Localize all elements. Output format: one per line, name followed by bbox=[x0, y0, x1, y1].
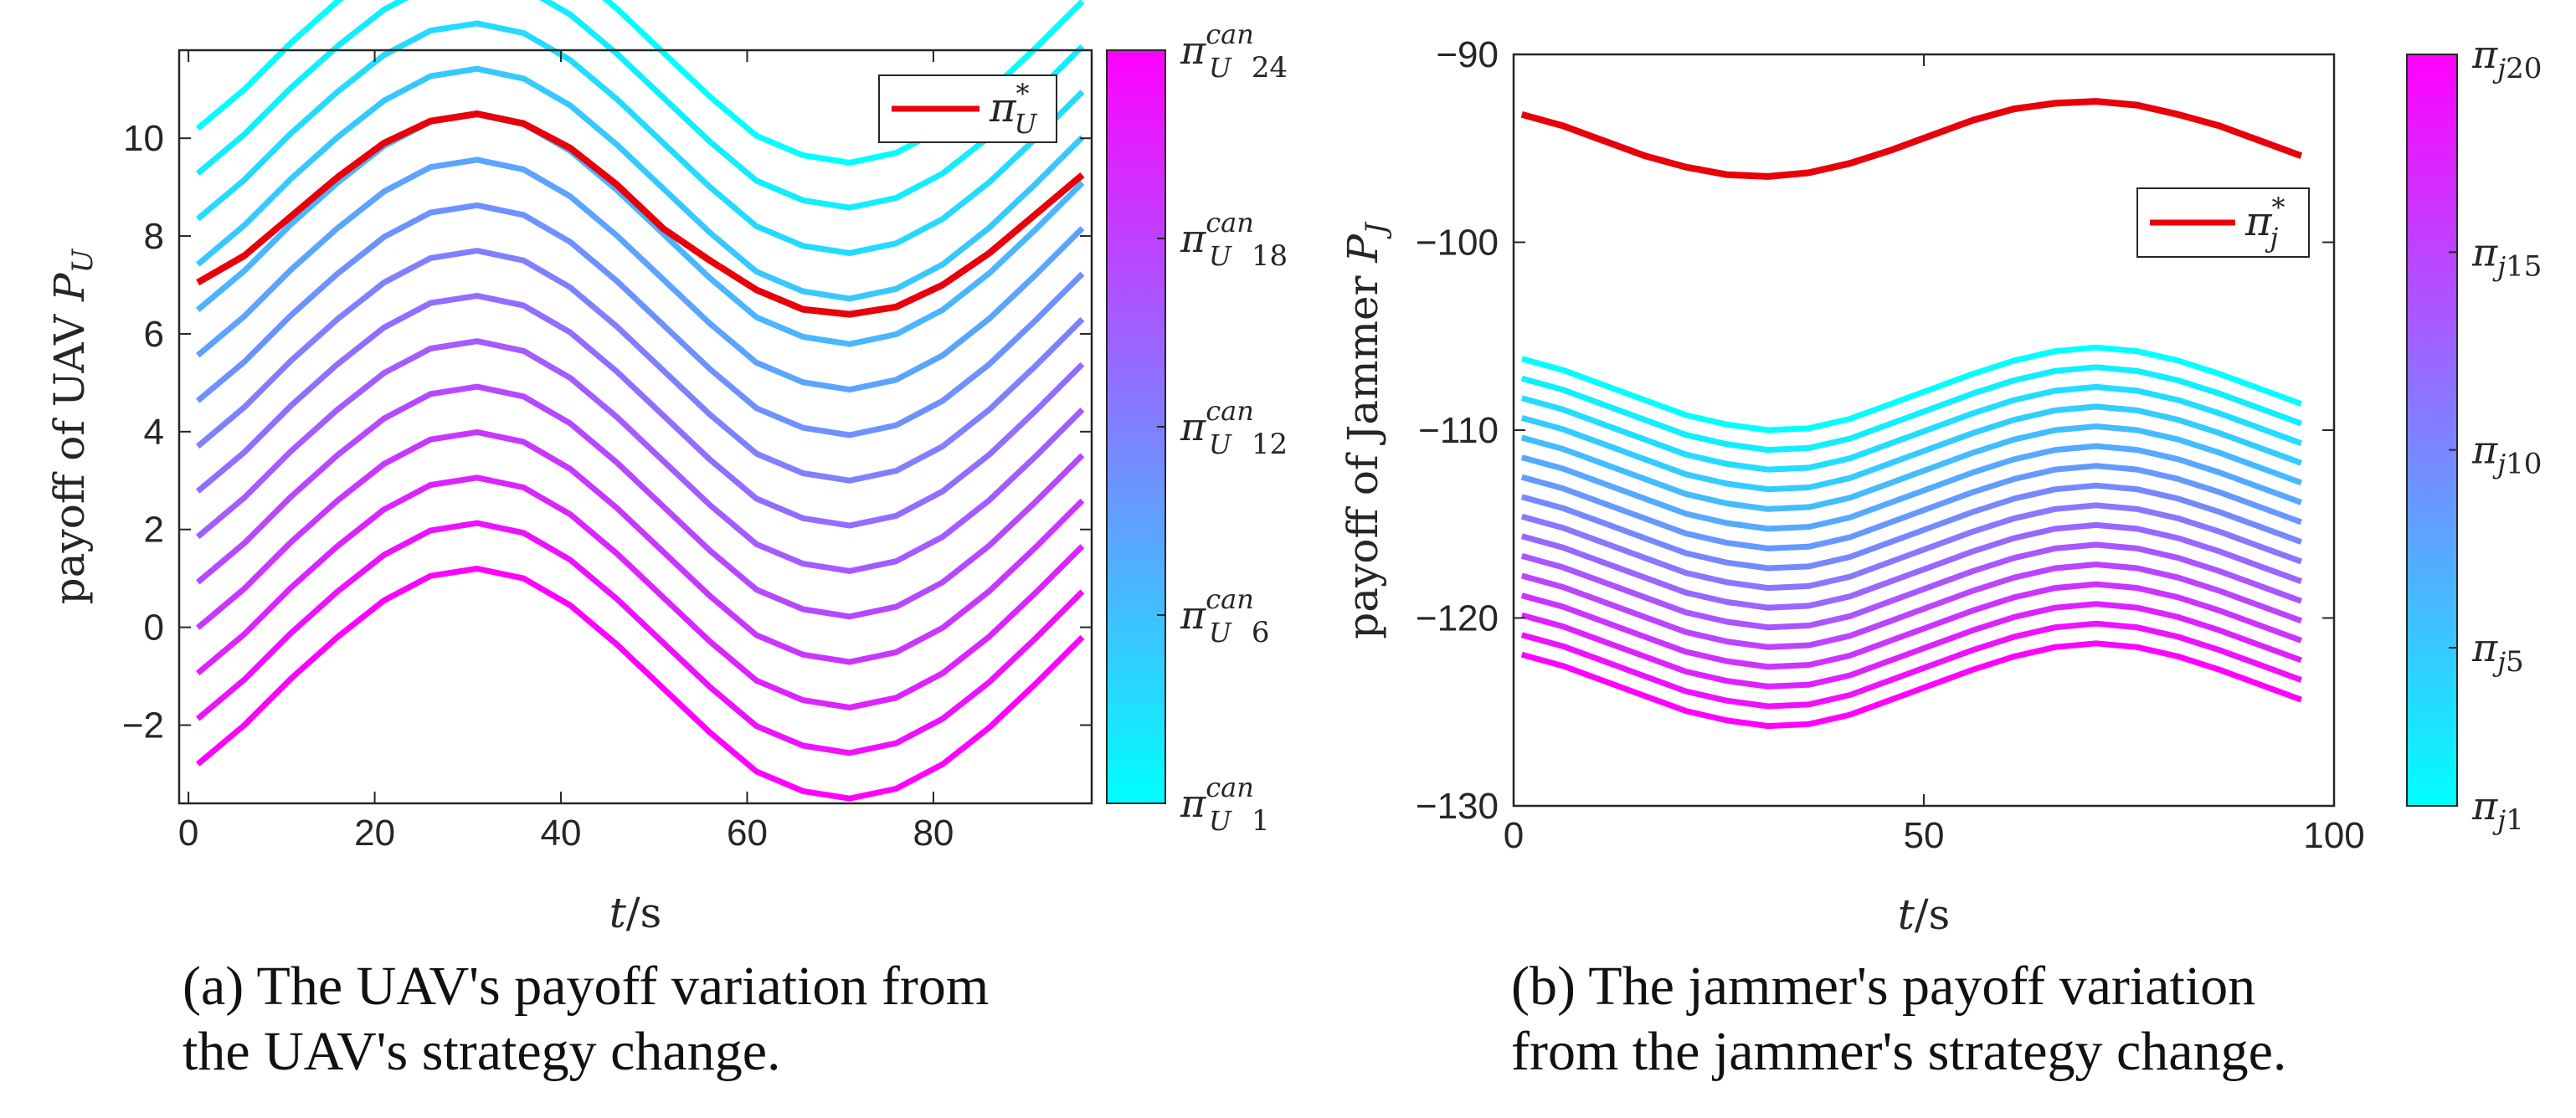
panel-a-caption: (a) The UAV's payoff variation from the … bbox=[183, 956, 990, 1082]
panel-a-candidate-line bbox=[195, 156, 1085, 393]
panel-a-candidate-line bbox=[195, 202, 1085, 438]
panel-b-candidate-line bbox=[1520, 581, 2303, 670]
panel-b-colorbar bbox=[2406, 54, 2458, 807]
panel-a-optimal-line bbox=[196, 110, 1085, 318]
panel-b-x-ticks: 0 50 100 bbox=[1504, 54, 2365, 856]
panel-a-y-tick-label: 10 bbox=[123, 118, 164, 159]
panel-a-colorbar bbox=[1106, 49, 1166, 804]
panel-b-y-tick-label: −130 bbox=[1416, 786, 1499, 827]
panel-b-x-tick-label: 50 bbox=[1904, 815, 1945, 856]
panel-b-colorbar-ticks: πj1 πj5 πj10 πj15 πj20 bbox=[2449, 32, 2542, 837]
panel-b-y-ticks: −130 −120 −110 −100 −90 bbox=[1416, 34, 2334, 827]
panel-a-y-tick-label: 0 bbox=[144, 608, 164, 649]
panel-b-candidate-line bbox=[1520, 562, 2303, 650]
panel-a-colorbar-tick-label: πcan U 1 bbox=[1180, 772, 1269, 838]
panel-a-candidate-line bbox=[195, 248, 1085, 484]
panel-a-y-tick-label: 6 bbox=[144, 314, 164, 355]
panel-a-legend-label: π* U bbox=[989, 78, 1038, 140]
panel-b-x-tick-label: 0 bbox=[1504, 815, 1524, 856]
panel-b-caption: (b) The jammer's payoff variation from t… bbox=[1511, 956, 2287, 1082]
panel-b-colorbar-tick-label: πj1 bbox=[2471, 783, 2524, 837]
panel-a-x-tick-label: 20 bbox=[354, 813, 395, 854]
panel-a-y-tick-label: 4 bbox=[144, 412, 164, 453]
panel-a-candidate-line bbox=[195, 111, 1085, 347]
panel-a-y-tick-label: 2 bbox=[144, 510, 164, 551]
panel-a-candidate-line bbox=[195, 292, 1085, 529]
panel-b-candidate-line bbox=[1520, 521, 2303, 611]
panel-a-candidate-line bbox=[195, 474, 1085, 710]
panel-a-colorbar-tick-label: πcan U 12 bbox=[1180, 395, 1288, 461]
panel-a-x-tick-label: 40 bbox=[541, 813, 582, 854]
panel-b-legend: π* j bbox=[2136, 187, 2310, 258]
panel-b-candidate-line bbox=[1520, 344, 2303, 433]
panel-a-x-label: t/s bbox=[609, 889, 662, 937]
panel-b-candidate-line bbox=[1520, 620, 2303, 710]
panel-a-colorbar-ticks: πcan U 1 πcan U 6 πcan U 12 πcan U 18 πcan U 24 bbox=[1157, 18, 1288, 838]
panel-a-y-ticks: −2 0 2 4 6 8 10 bbox=[122, 118, 1092, 746]
panel-b-candidate-line bbox=[1520, 601, 2303, 690]
panel-b-y-tick-label: −100 bbox=[1416, 223, 1499, 264]
panel-a-y-tick-label: −2 bbox=[122, 705, 164, 746]
panel-b-optimal-line bbox=[1520, 98, 2303, 180]
panel-a-y-tick-label: 8 bbox=[144, 216, 164, 257]
panel-b-candidate-line bbox=[1520, 383, 2303, 473]
panel-b-y-tick-label: −110 bbox=[1418, 410, 1499, 451]
panel-b-x-tick-label: 100 bbox=[2303, 815, 2364, 856]
panel-b-candidate-line bbox=[1520, 482, 2303, 572]
panel-a-series bbox=[195, 0, 1085, 802]
panel-a-candidate-line bbox=[195, 20, 1085, 256]
panel-a-candidate-line bbox=[195, 520, 1085, 756]
panel-b-colorbar-tick-label: πj5 bbox=[2471, 625, 2524, 679]
panel-a-y-label: payoff of UAV PU bbox=[45, 248, 100, 604]
panel-b-candidate-line bbox=[1520, 364, 2303, 454]
panel-a-colorbar-tick-label: πcan U 18 bbox=[1180, 207, 1288, 273]
panel-a: 0 20 40 60 80 −2 0 2 4 6 8 10 t/s payoff of UAV PU… bbox=[45, 0, 1288, 937]
panel-b-candidate-line bbox=[1520, 502, 2303, 592]
panel-a-candidate-line bbox=[195, 566, 1085, 802]
panel-a-candidate-line bbox=[195, 338, 1085, 574]
panel-b-colorbar-tick-label: πj10 bbox=[2471, 428, 2542, 481]
panel-b-y-label: payoff of Jammer PJ bbox=[1339, 221, 1393, 639]
panel-a-legend: π* U bbox=[878, 74, 1057, 143]
panel-a-candidate-line bbox=[195, 0, 1085, 211]
panel-b: 0 50 100 −130 −120 −110 −100 −90 t/s payoff of… bbox=[1339, 32, 2542, 939]
panel-b-series bbox=[1520, 98, 2303, 730]
panel-a-candidate-line bbox=[195, 383, 1085, 620]
panel-b-candidate-line bbox=[1520, 403, 2303, 493]
panel-b-colorbar-tick-label: πj15 bbox=[2471, 229, 2542, 283]
panel-a-x-tick-label: 0 bbox=[178, 813, 198, 854]
panel-b-x-label: t/s bbox=[1898, 890, 1951, 939]
panel-a-colorbar-tick-label: πcan U 24 bbox=[1180, 18, 1288, 85]
panel-b-candidate-line bbox=[1520, 463, 2303, 551]
panel-b-candidate-line bbox=[1520, 443, 2303, 532]
panel-b-colorbar-tick-label: πj20 bbox=[2471, 32, 2542, 85]
panel-a-candidate-line bbox=[195, 428, 1085, 665]
panel-b-candidate-line bbox=[1520, 423, 2303, 512]
panel-b-candidate-line bbox=[1520, 640, 2303, 730]
panel-a-candidate-line bbox=[195, 65, 1085, 302]
panel-a-axes-frame bbox=[177, 49, 1093, 805]
panel-a-x-tick-label: 60 bbox=[727, 813, 768, 854]
panel-a-x-ticks: 0 20 40 60 80 bbox=[178, 50, 954, 854]
panel-b-y-tick-label: −90 bbox=[1436, 34, 1499, 75]
panel-b-candidate-line bbox=[1520, 541, 2303, 631]
panel-a-colorbar-tick-label: πcan U 6 bbox=[1180, 583, 1269, 649]
panel-b-y-tick-label: −120 bbox=[1416, 598, 1499, 639]
panel-a-x-tick-label: 80 bbox=[913, 813, 954, 854]
